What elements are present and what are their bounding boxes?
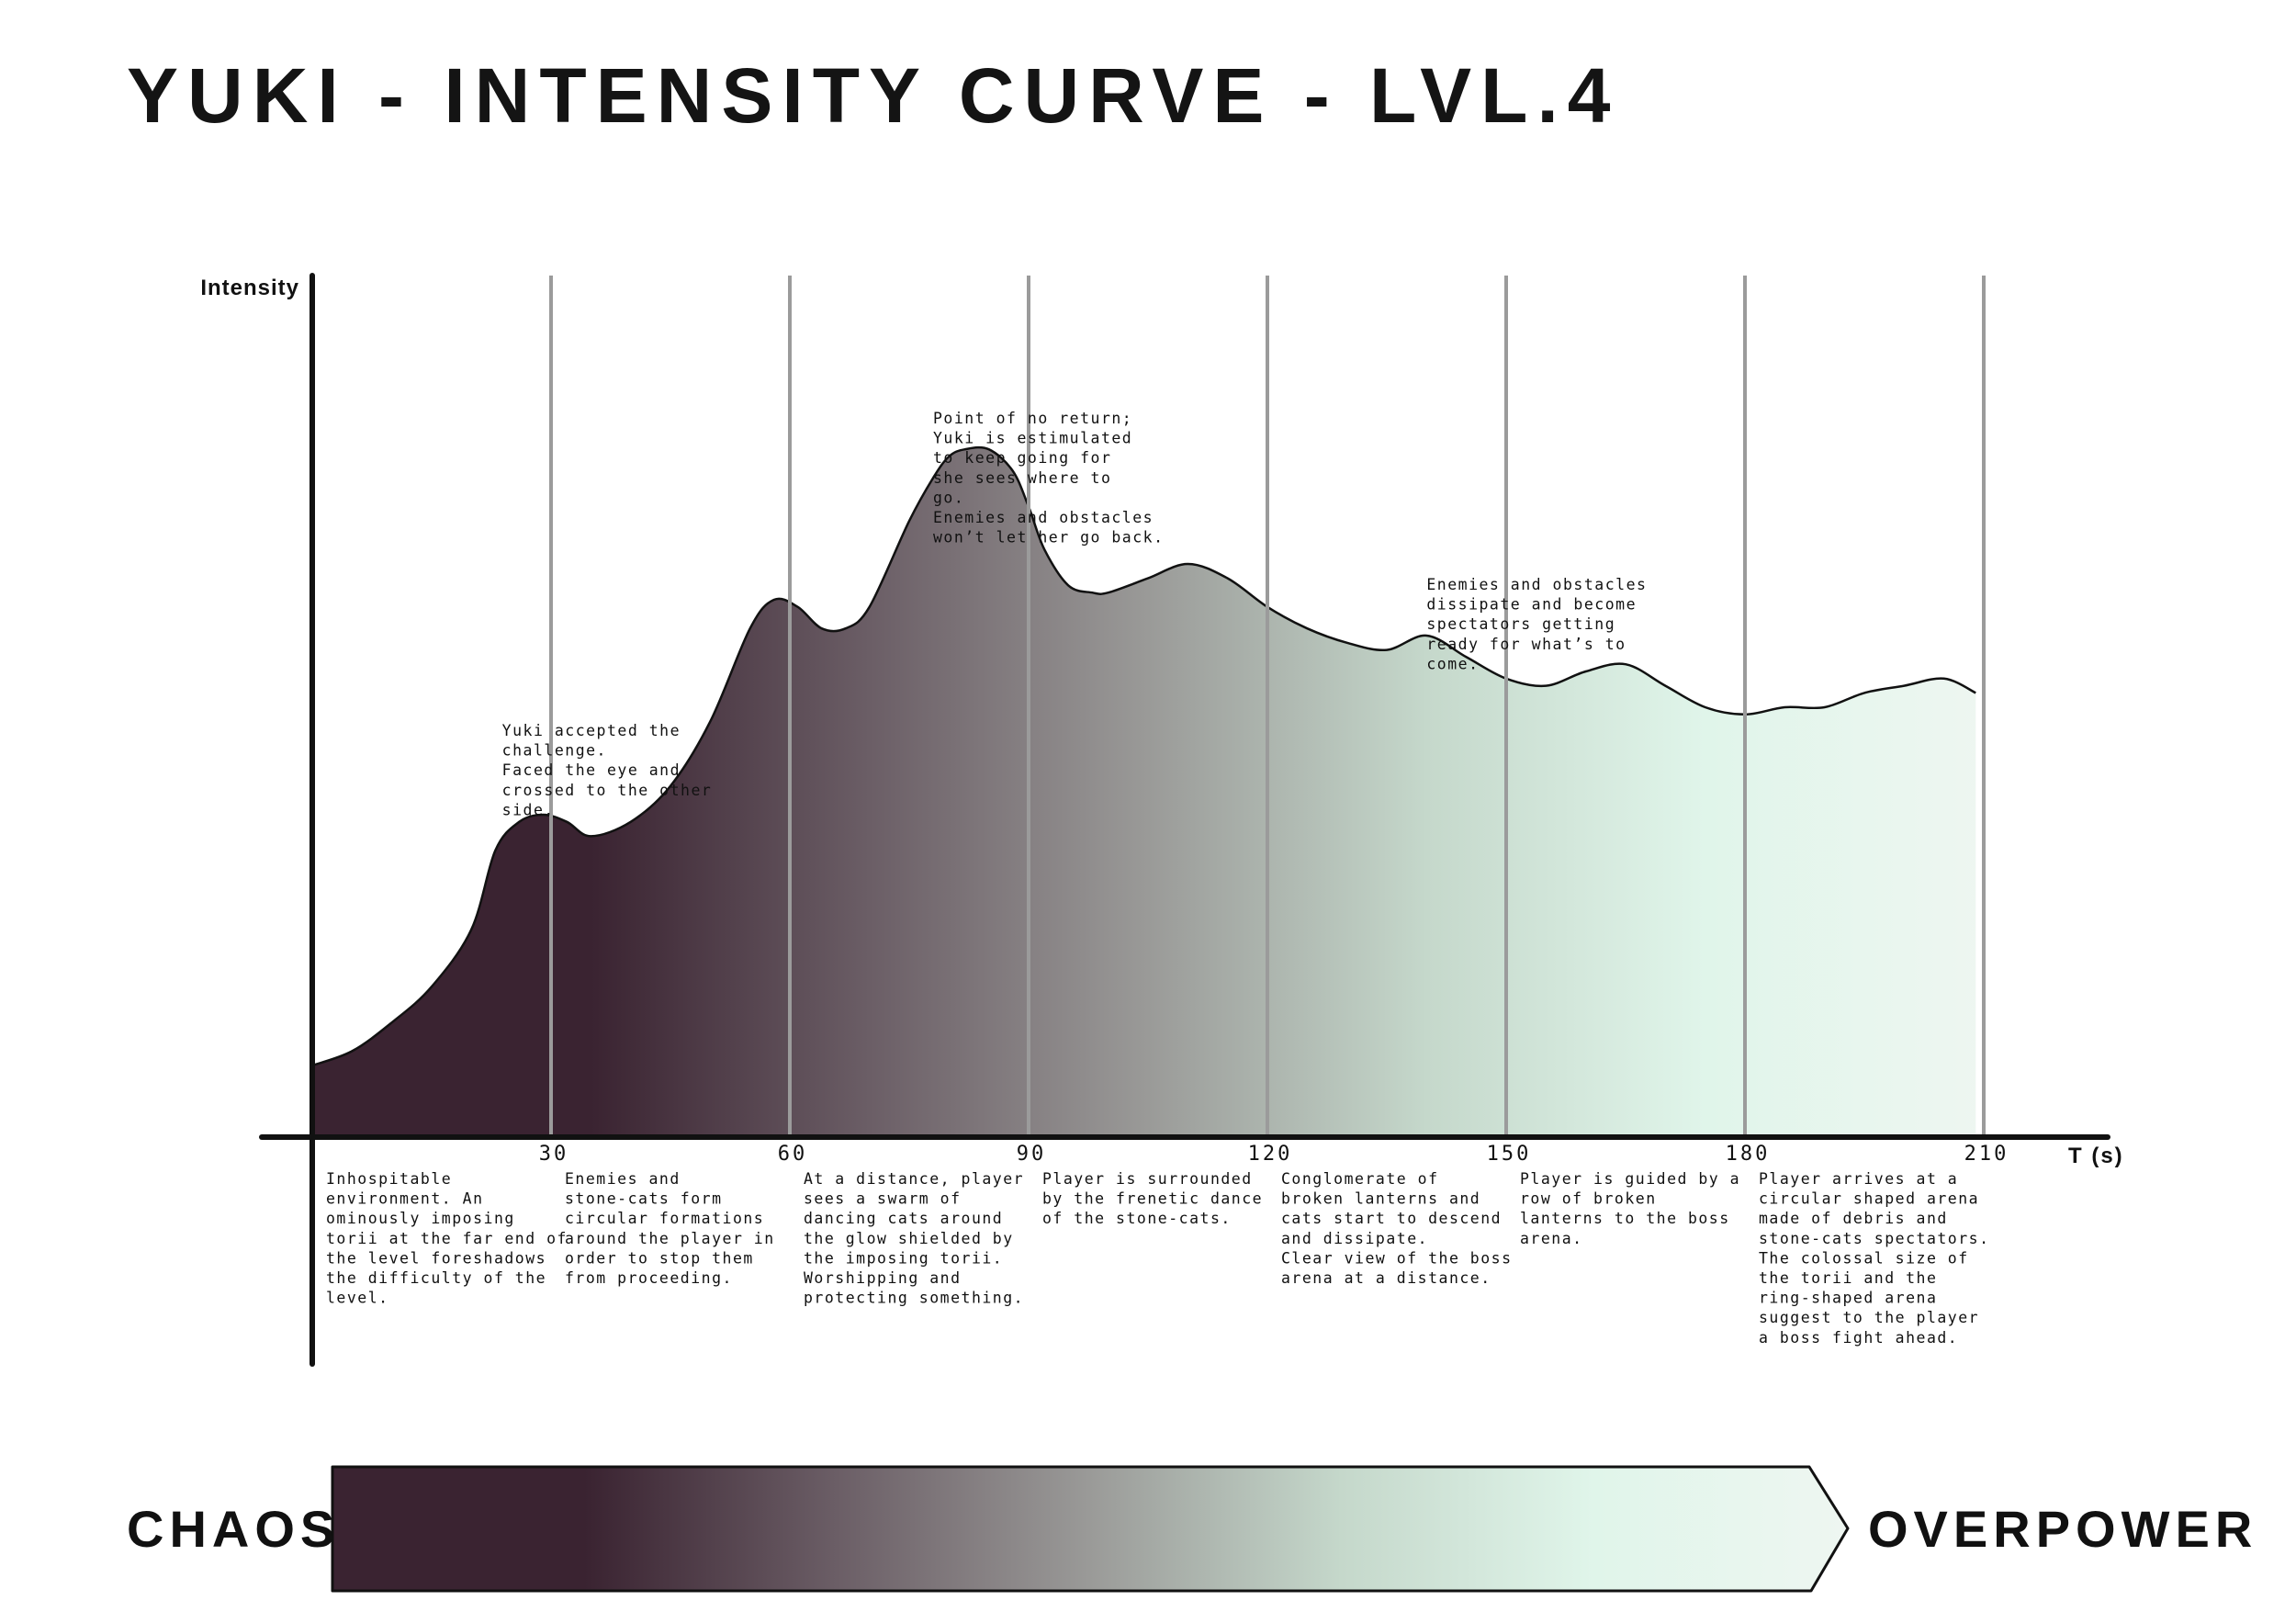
- chaos-overpower-arrow: [331, 1465, 1850, 1593]
- segment-description: Conglomerate of broken lanterns and cats s…: [1281, 1170, 1513, 1287]
- y-axis-label: Intensity: [200, 276, 299, 300]
- x-tick-label: 60: [778, 1143, 808, 1166]
- x-tick-label: 30: [539, 1143, 569, 1166]
- x-tick-label: 90: [1017, 1143, 1047, 1166]
- x-tick-label: 120: [1248, 1143, 1293, 1166]
- segment-description: Player is surrounded by the frenetic danc…: [1042, 1170, 1263, 1227]
- annotation-note: Yuki accepted the challenge. Faced the eye…: [502, 722, 713, 818]
- segment-description: At a distance, player sees a swarm of danc…: [804, 1170, 1024, 1307]
- segment-description: Player arrives at a circular shaped arena…: [1759, 1170, 1990, 1347]
- x-tick-label: 180: [1726, 1143, 1771, 1166]
- intensity-area: [312, 447, 1976, 1137]
- x-tick-label: 150: [1487, 1143, 1532, 1166]
- page-title: YUKI - INTENSITY CURVE - LVL.4: [127, 52, 1620, 139]
- x-tick-label: 210: [1964, 1143, 2009, 1166]
- x-axis-label: T (s): [2068, 1144, 2124, 1168]
- segment-description: Enemies and stone-cats form circular forma…: [565, 1170, 775, 1287]
- chaos-label: CHAOS: [127, 1500, 340, 1558]
- annotation-note: Point of no return; Yuki is estimulated to…: [933, 410, 1165, 547]
- segment-description: Player is guided by a row of broken lanter…: [1520, 1170, 1740, 1247]
- segment-description: Inhospitable environment. An ominously imp…: [326, 1170, 568, 1307]
- annotation-note: Enemies and obstacles dissipate and becom…: [1426, 576, 1647, 672]
- overpower-label: OVERPOWER: [1868, 1500, 2257, 1558]
